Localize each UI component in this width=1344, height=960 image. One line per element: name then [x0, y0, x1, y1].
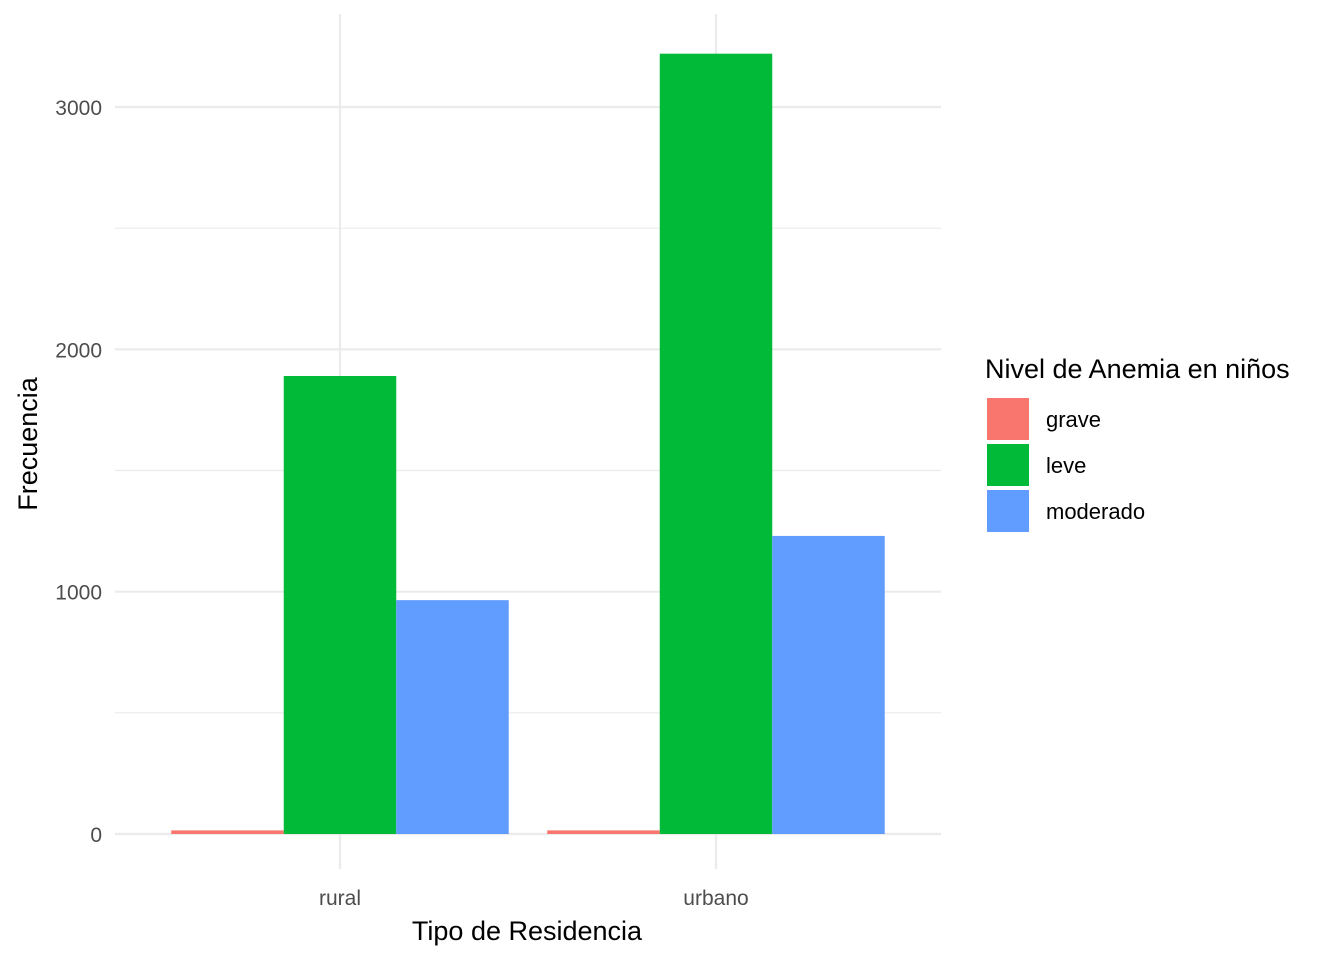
- y-axis-ticks: 0 1000 2000 3000: [55, 97, 102, 847]
- legend-title: Nivel de Anemia en niños: [985, 354, 1290, 384]
- x-tick-label: rural: [319, 887, 361, 910]
- x-tick-label: urbano: [683, 887, 748, 910]
- legend-key-leve: [987, 444, 1029, 486]
- y-axis-title: Frecuencia: [13, 376, 43, 511]
- legend-label-moderado: moderado: [1046, 499, 1145, 524]
- bar-moderado-urbano: [772, 535, 885, 834]
- legend-key-grave: [987, 398, 1029, 440]
- x-axis-title: Tipo de Residencia: [412, 916, 643, 946]
- y-tick-label: 3000: [55, 97, 102, 120]
- legend: Nivel de Anemia en niños grave leve modera…: [985, 354, 1290, 532]
- legend-key-moderado: [987, 490, 1029, 532]
- bar-grave-rural: [171, 830, 284, 834]
- y-tick-label: 2000: [55, 339, 102, 362]
- legend-label-grave: grave: [1046, 407, 1101, 432]
- y-tick-label: 0: [90, 824, 102, 847]
- legend-label-leve: leve: [1046, 453, 1086, 478]
- bars: [171, 53, 885, 835]
- bar-leve-rural: [283, 375, 397, 834]
- y-tick-label: 1000: [55, 582, 102, 605]
- bar-leve-urbano: [659, 53, 773, 835]
- bar-moderado-rural: [396, 600, 509, 834]
- bar-grave-urbano: [547, 830, 660, 834]
- x-axis-ticks: rural urbano: [319, 887, 749, 910]
